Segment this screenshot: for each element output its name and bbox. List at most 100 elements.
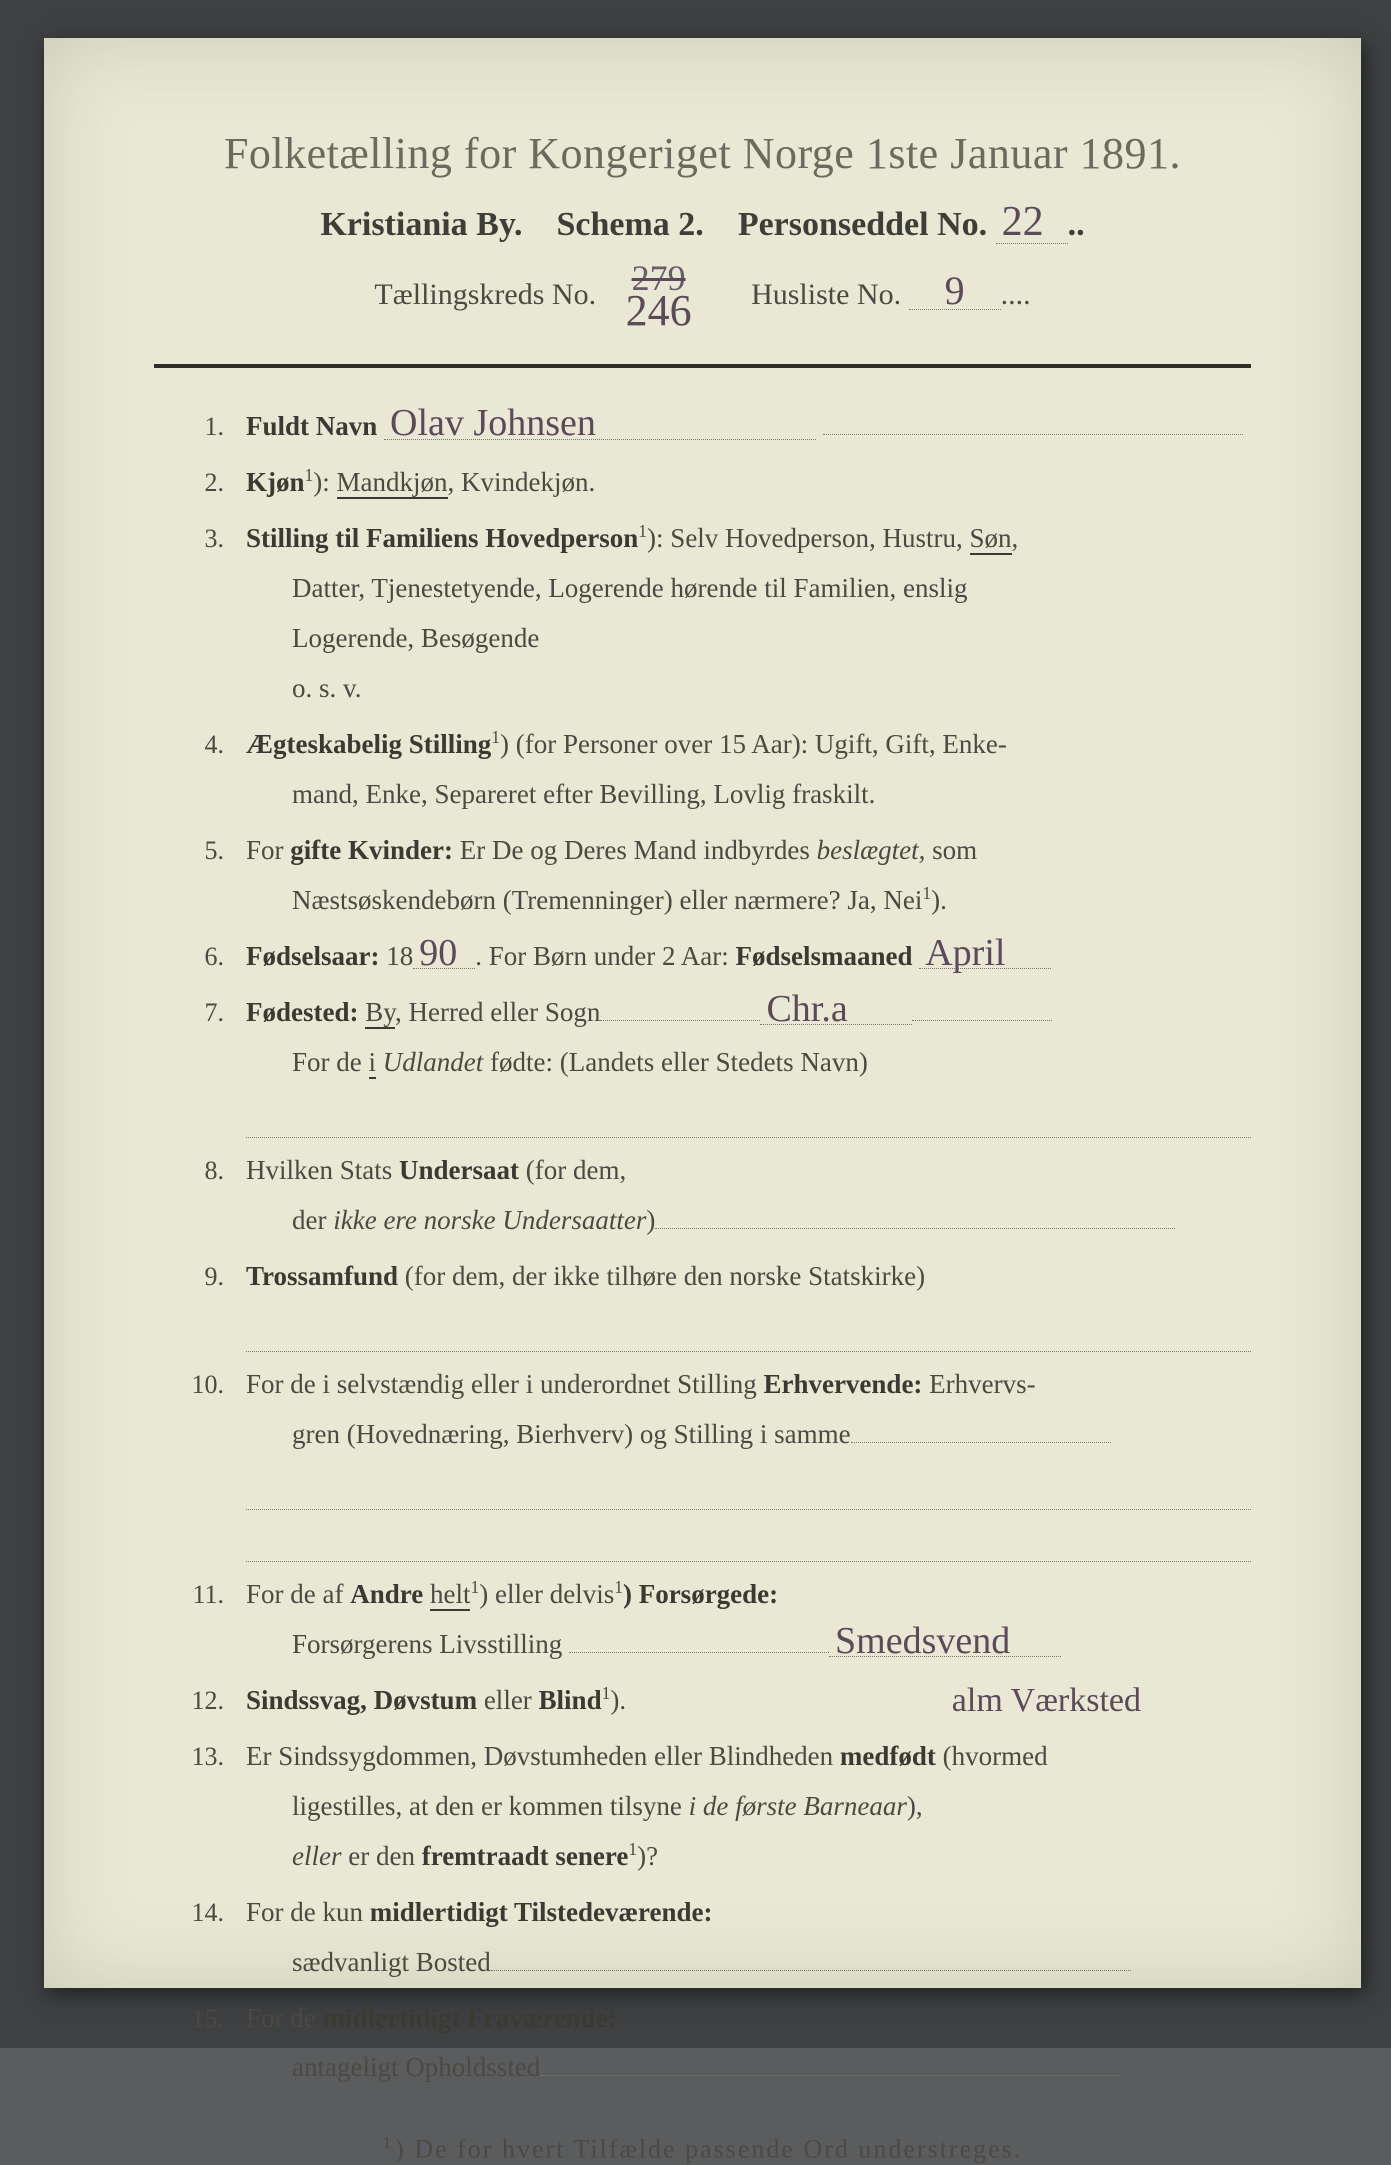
q8-line2: der	[292, 1205, 333, 1235]
num-13: 13.	[154, 1733, 246, 1781]
q7-dots2	[912, 1020, 1052, 1021]
num-3: 3.	[154, 515, 246, 563]
personseddel-label: Personseddel No.	[738, 206, 987, 243]
q10-text-a: For de i selvstændig eller i underordnet…	[246, 1369, 763, 1399]
content-13: Er Sindssygdommen, Døvstumheden eller Bl…	[246, 1732, 1251, 1882]
q13-line2-ital: i de første Barneaar	[689, 1791, 907, 1821]
q8-text-a: Hvilken Stats	[246, 1155, 399, 1185]
q15-text-a: For de	[246, 2003, 323, 2033]
header-third-line: Tællingskreds No. 279 246 Husliste No. 9…	[154, 264, 1251, 330]
personseddel-no: 22	[996, 201, 1068, 244]
row-8: 8. Hvilken Stats Undersaat (for dem, der…	[154, 1146, 1251, 1246]
q7-dots1	[600, 1020, 760, 1021]
q11-mid: ) eller	[479, 1579, 549, 1609]
header-subtitle: Kristiania By. Schema 2. Personseddel No…	[154, 201, 1251, 244]
husliste-label: Husliste No.	[751, 278, 901, 311]
num-4: 4.	[154, 721, 246, 769]
content-5: For gifte Kvinder: Er De og Deres Mand i…	[246, 826, 1251, 926]
q9-blank-line	[246, 1308, 1251, 1352]
q15-dots	[540, 2075, 1120, 2076]
scan-frame: Folketælling for Kongeriget Norge 1ste J…	[0, 0, 1391, 2048]
q7-line2-a: For de	[292, 1047, 369, 1077]
q1-label: Fuldt Navn	[246, 411, 377, 441]
row-6: 6. Fødselsaar: 1890. For Børn under 2 Aa…	[154, 932, 1251, 982]
q13-sup: 1	[628, 1839, 637, 1859]
q13-line3-a: er den	[341, 1841, 421, 1871]
content-11: For de af Andre helt1) eller delvis1) Fo…	[246, 1570, 1251, 1670]
q11-line2: Forsørgerens Livsstilling	[292, 1629, 562, 1659]
content-6: Fødselsaar: 1890. For Børn under 2 Aar: …	[246, 932, 1251, 982]
q4-text: ) (for Personer over 15 Aar): Ugift, Gif…	[500, 729, 1007, 759]
num-11: 11.	[154, 1571, 246, 1619]
husliste-no: 9	[909, 273, 1001, 310]
q12-mid: eller	[477, 1685, 538, 1715]
q14-text-a: For de kun	[246, 1897, 370, 1927]
q8-line2-end: )	[646, 1205, 655, 1235]
q5-line2: Næstsøskendebørn (Tremenninger) eller næ…	[292, 885, 922, 915]
row-5: 5. For gifte Kvinder: Er De og Deres Man…	[154, 826, 1251, 926]
q11-u1: helt	[430, 1579, 471, 1611]
q5-line2-wrap: Næstsøskendebørn (Tremenninger) eller næ…	[246, 876, 1251, 926]
q8-dots	[655, 1228, 1175, 1229]
row-9: 9. Trossamfund (for dem, der ikke tilhør…	[154, 1252, 1251, 1302]
q7-blank-line	[246, 1094, 1251, 1138]
q13-line2-wrap: ligestilles, at den er kommen tilsyne i …	[246, 1782, 1251, 1832]
q13-line3-wrap: eller er den fremtraadt senere1)?	[246, 1832, 1251, 1882]
q13-b2: fremtraadt senere	[422, 1841, 629, 1871]
num-15: 15.	[154, 1995, 246, 2043]
q7-line2-ital: Udlandet	[376, 1047, 483, 1077]
q14-line2: sædvanligt Bosted	[292, 1947, 491, 1977]
q7-line2-b: i	[369, 1047, 377, 1079]
q4-label: Ægteskabelig Stilling	[246, 729, 491, 759]
footnote-sup: 1	[383, 2133, 395, 2152]
q3-label: Stilling til Familiens Hovedperson	[246, 523, 638, 553]
q11-label-b: ) Forsørgede:	[623, 1579, 778, 1609]
num-7: 7.	[154, 989, 246, 1037]
q15-line2-wrap: antageligt Opholdssted	[246, 2043, 1251, 2093]
row-13: 13. Er Sindssygdommen, Døvstumheden elle…	[154, 1732, 1251, 1882]
content-9: Trossamfund (for dem, der ikke tilhøre d…	[246, 1252, 1251, 1302]
q2-sup: 1	[305, 465, 314, 485]
num-2: 2.	[154, 459, 246, 507]
q11-label-a: Andre	[350, 1579, 430, 1609]
q1-value: Olav Johnsen	[384, 408, 816, 439]
q7-line2-c: fødte: (Landets eller Stedets Navn)	[483, 1047, 868, 1077]
q3-underlined: Søn	[970, 523, 1012, 555]
num-10: 10.	[154, 1361, 246, 1409]
content-1: Fuldt Navn Olav Johnsen	[246, 402, 1251, 452]
content-15: For de midlertidigt Fraværende: antageli…	[246, 1994, 1251, 2094]
q3-text-b: ,	[1012, 523, 1019, 553]
row-4: 4. Ægteskabelig Stilling1) (for Personer…	[154, 720, 1251, 820]
q9-text: (for dem, der ikke tilhøre den norske St…	[398, 1261, 925, 1291]
q5-text: Er De og Deres Mand indbyrdes	[453, 835, 817, 865]
document-paper: Folketælling for Kongeriget Norge 1ste J…	[44, 38, 1361, 1988]
kreds-corrected: 246	[604, 291, 714, 331]
row-15: 15. For de midlertidigt Fraværende: anta…	[154, 1994, 1251, 2094]
q3-line4: o. s. v.	[246, 664, 1251, 714]
q6-label: Fødselsaar:	[246, 941, 379, 971]
kreds-value-stack: 279 246	[604, 264, 714, 330]
header-schema: Schema 2.	[556, 206, 703, 243]
q7-by: By	[365, 997, 395, 1029]
q11-sup2: 1	[614, 1577, 623, 1597]
q13-line2-a: ligestilles, at den er kommen tilsyne	[292, 1791, 689, 1821]
q13-line2-b: ),	[907, 1791, 923, 1821]
content-14: For de kun midlertidigt Tilstedeværende:…	[246, 1888, 1251, 1988]
q6-month-val: April	[919, 938, 1051, 969]
q8-label: Undersaat	[399, 1155, 519, 1185]
row-10: 10. For de i selvstændig eller i underor…	[154, 1360, 1251, 1460]
q6-mid: . For Børn under 2 Aar:	[475, 941, 735, 971]
header-city: Kristiania By.	[320, 206, 522, 243]
num-5: 5.	[154, 827, 246, 875]
row-11: 11. For de af Andre helt1) eller delvis1…	[154, 1570, 1251, 1670]
row-12: 12. Sindssvag, Døvstum eller Blind1). al…	[154, 1676, 1251, 1726]
form-body: 1. Fuldt Navn Olav Johnsen 2. Kjøn1): Ma…	[154, 402, 1251, 2093]
q11-dots	[569, 1652, 829, 1653]
q2-label: Kjøn	[246, 467, 305, 497]
content-3: Stilling til Familiens Hovedperson1): Se…	[246, 514, 1251, 714]
num-6: 6.	[154, 933, 246, 981]
q5-pre: For	[246, 835, 290, 865]
header-rule	[154, 364, 1251, 368]
q7-line2-wrap: For de i Udlandet fødte: (Landets eller …	[246, 1038, 1251, 1088]
q4-line2: mand, Enke, Separeret efter Bevilling, L…	[246, 770, 1251, 820]
